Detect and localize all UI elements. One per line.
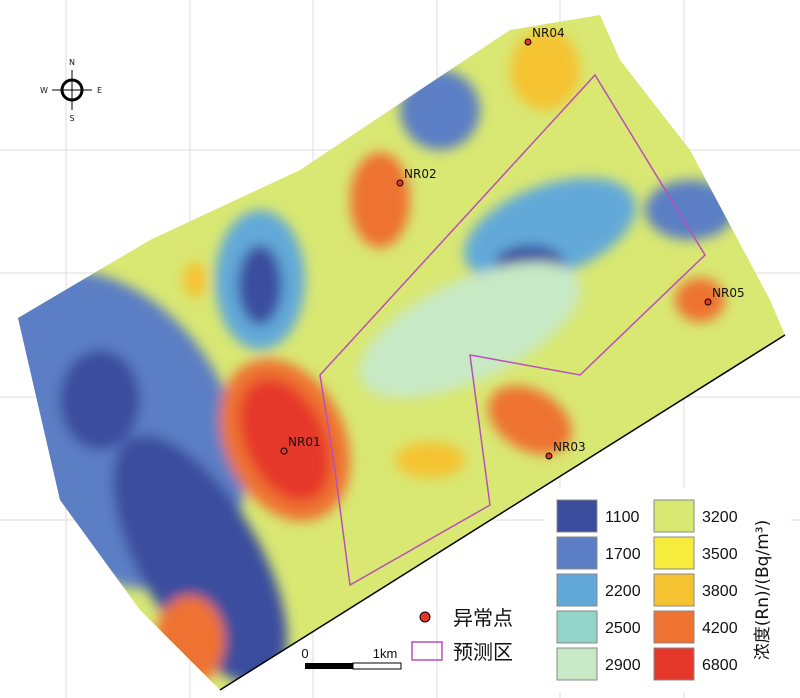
legend-value: 3500 <box>702 546 738 563</box>
legend: 1100 1700 2200 2500 2900 3200 3500 3800 4200 6800… <box>545 488 791 692</box>
anomaly-symbol <box>419 611 431 623</box>
legend-value: 2900 <box>605 657 641 674</box>
compass-w: W <box>40 86 48 95</box>
point-label: NR01 <box>288 435 321 449</box>
legend-value: 2500 <box>605 620 641 637</box>
legend-value: 3800 <box>702 583 738 600</box>
scale-end: 1km <box>373 646 398 661</box>
map-edge <box>219 334 786 691</box>
legend-value: 2200 <box>605 583 641 600</box>
point-label: NR05 <box>712 286 745 300</box>
point-label: NR02 <box>404 167 437 181</box>
legend-value: 1700 <box>605 546 641 563</box>
zone-symbol <box>411 641 443 661</box>
legend-swatch <box>653 573 695 607</box>
scale-bar: 0 1km <box>301 646 402 670</box>
legend-value: 3200 <box>702 509 738 526</box>
legend-swatch <box>653 647 695 681</box>
legend-swatch <box>556 647 598 681</box>
legend-swatch <box>653 499 695 533</box>
zone-label: 预测区 <box>453 640 513 664</box>
prediction-zone <box>319 73 706 587</box>
anomaly-point <box>524 38 532 46</box>
legend-value: 1100 <box>605 509 640 526</box>
legend-swatch <box>556 610 598 644</box>
legend-swatch <box>556 536 598 570</box>
anomaly-label: 异常点 <box>453 606 513 630</box>
legend-swatch <box>653 610 695 644</box>
scale-start: 0 <box>301 646 308 661</box>
anomaly-point <box>396 179 404 187</box>
anomaly-point <box>545 452 553 460</box>
anomaly-point <box>280 447 288 455</box>
legend-swatch <box>556 499 598 533</box>
compass-s: S <box>69 114 74 123</box>
compass-n: N <box>69 58 75 67</box>
legend-swatch <box>653 536 695 570</box>
point-label: NR04 <box>532 26 565 40</box>
legend-swatch <box>556 573 598 607</box>
anomaly-point <box>704 298 712 306</box>
legend-value: 4200 <box>702 620 738 637</box>
point-label: NR03 <box>553 440 586 454</box>
legend-title: 浓度(Rn)/(Bq/m³) <box>753 520 773 660</box>
legend-value: 6800 <box>702 657 738 674</box>
compass: N S E W <box>40 58 102 123</box>
compass-e: E <box>97 86 102 95</box>
